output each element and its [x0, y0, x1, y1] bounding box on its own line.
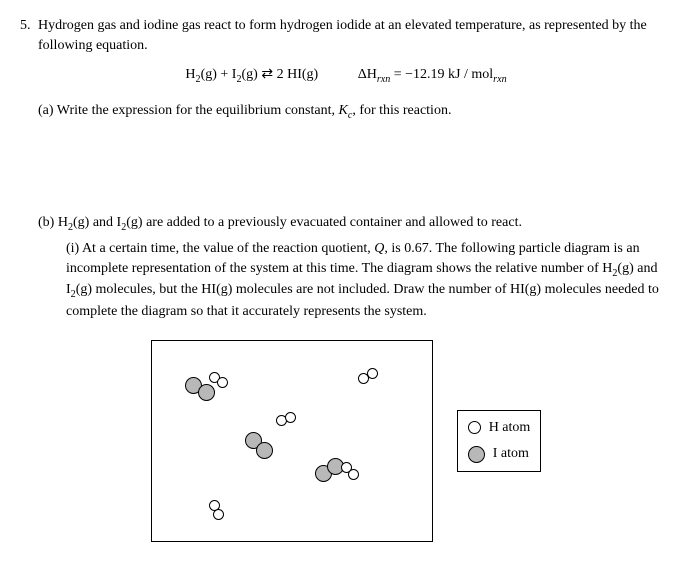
- particle-box: [151, 340, 433, 542]
- i-atom-icon: [468, 446, 485, 463]
- question-number: 5.: [20, 16, 38, 55]
- hydrogen-atom: [217, 377, 228, 388]
- hydrogen-atom: [348, 469, 359, 480]
- hydrogen-atom: [285, 412, 296, 423]
- question-stem: 5. Hydrogen gas and iodine gas react to …: [20, 16, 672, 55]
- part-b: (b) H2(g) and I2(g) are added to a previ…: [38, 213, 672, 235]
- legend: H atom I atom: [457, 410, 542, 472]
- legend-h: H atom: [468, 418, 531, 438]
- particle-diagram: H atom I atom: [20, 340, 672, 542]
- delta-h: ΔHrxn = −12.19 kJ / molrxn: [358, 65, 507, 87]
- part-b-sub-i: (i) At a certain time, the value of the …: [66, 239, 672, 322]
- legend-i: I atom: [468, 444, 531, 464]
- h-atom-icon: [468, 421, 481, 434]
- legend-h-label: H atom: [489, 418, 531, 438]
- question-text: Hydrogen gas and iodine gas react to for…: [38, 16, 672, 55]
- reaction-equation: H2(g) + I2(g) ⇄ 2 HI(g): [185, 65, 318, 87]
- part-a: (a) Write the expression for the equilib…: [38, 101, 672, 123]
- iodine-atom: [198, 384, 215, 401]
- equation-row: H2(g) + I2(g) ⇄ 2 HI(g) ΔHrxn = −12.19 k…: [20, 65, 672, 87]
- hydrogen-atom: [213, 509, 224, 520]
- iodine-atom: [256, 442, 273, 459]
- hydrogen-atom: [367, 368, 378, 379]
- legend-i-label: I atom: [493, 444, 529, 464]
